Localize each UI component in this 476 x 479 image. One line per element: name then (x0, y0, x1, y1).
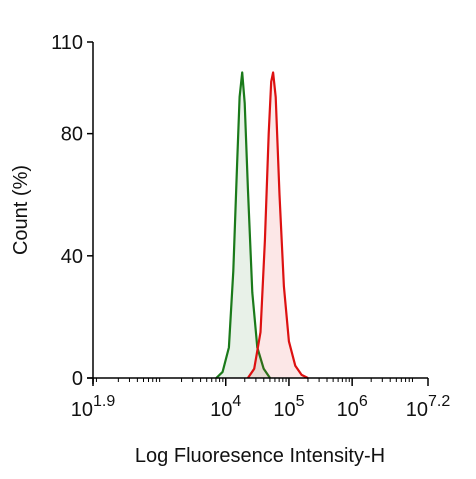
tick-exponent: 7.2 (428, 393, 450, 410)
tick-exponent: 4 (232, 393, 241, 410)
x-tick-label: 107.2 (406, 393, 451, 421)
x-tick-label: 105 (273, 393, 304, 421)
tick-base: 10 (71, 399, 93, 421)
area-fill (216, 72, 270, 378)
x-tick-label: 106 (337, 393, 368, 421)
y-tick-label: 0 (72, 368, 83, 390)
x-tick-label: 101.9 (71, 393, 116, 421)
tick-base: 10 (337, 399, 359, 421)
x-tick-label: 104 (210, 393, 241, 421)
histogram-line (246, 71, 309, 379)
y-tick-label: 80 (61, 124, 83, 146)
tick-exponent: 5 (296, 393, 305, 410)
y-tick-label: 110 (51, 32, 83, 54)
y-axis-label: Count (%) (10, 165, 32, 255)
x-axis-label: Log Fluoresence Intensity-H (135, 445, 385, 467)
tick-base: 10 (210, 399, 232, 421)
tick-base: 10 (273, 399, 295, 421)
tick-exponent: 6 (359, 393, 368, 410)
tick-base: 10 (406, 399, 428, 421)
tick-exponent: 1.9 (93, 393, 115, 410)
y-tick-label: 40 (61, 246, 83, 268)
